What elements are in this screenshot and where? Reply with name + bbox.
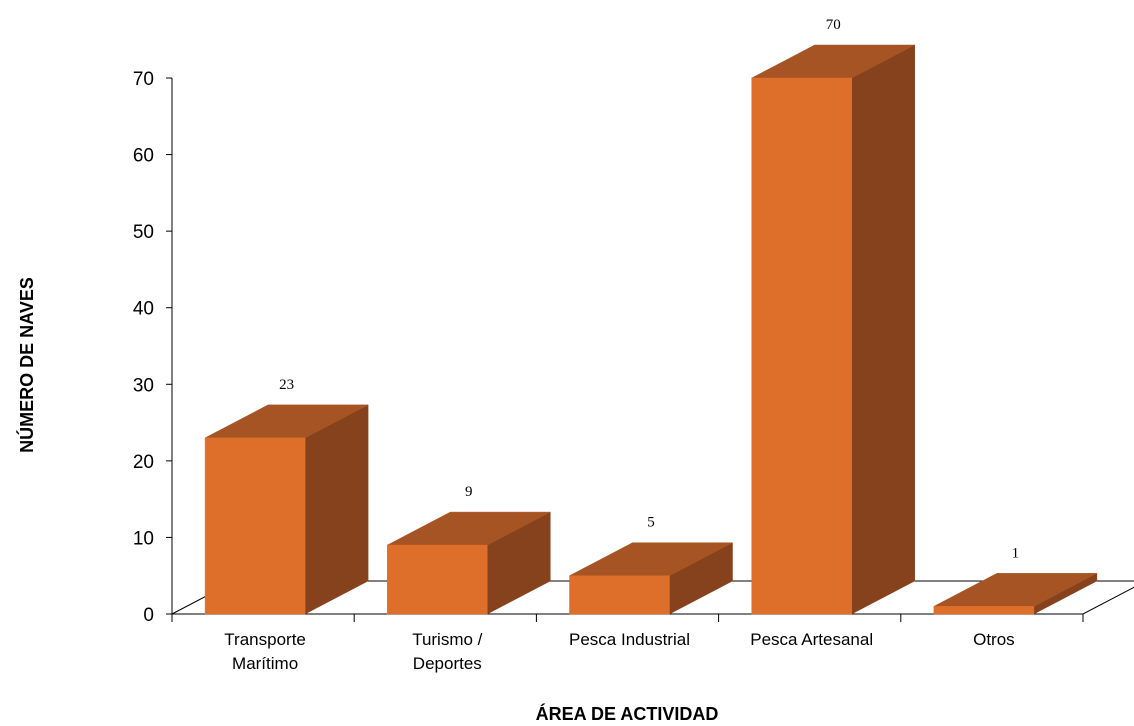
y-axis-title: NÚMERO DE NAVES (16, 277, 37, 453)
y-axis: 0 10 20 30 40 50 60 70 (133, 69, 173, 626)
bar-front-face (569, 575, 670, 615)
bar (387, 511, 551, 615)
y-tick-label: 60 (133, 146, 154, 167)
bar-front-face (751, 77, 852, 615)
bar (569, 542, 733, 615)
bar-front-face (387, 544, 488, 615)
x-tick-label: Transporte Marítimo (224, 630, 306, 673)
bar-front-face (204, 437, 306, 615)
data-label: 5 (647, 515, 655, 531)
y-tick-label: 30 (133, 375, 154, 396)
data-label: 9 (465, 484, 473, 500)
data-label: 1 (1012, 545, 1020, 561)
y-tick-label: 0 (143, 605, 154, 626)
y-tick-label: 10 (133, 528, 154, 549)
y-tick-label: 50 (133, 222, 154, 243)
bar-side-face (851, 44, 915, 615)
bars (204, 44, 1098, 615)
bar-side-face (304, 404, 369, 615)
y-tick-label: 40 (133, 299, 154, 320)
y-tick-label: 20 (133, 452, 154, 473)
y-tick-label: 70 (133, 69, 154, 90)
x-tick-label: Otros (973, 630, 1015, 649)
x-tick-label: Pesca Artesanal (750, 630, 873, 649)
x-axis-title: ÁREA DE ACTIVIDAD (536, 703, 719, 724)
data-label: 70 (826, 17, 841, 33)
x-tick-label: Turismo / Deportes (412, 630, 482, 673)
bar (751, 44, 915, 615)
bar (933, 572, 1098, 615)
bar-front-face (933, 606, 1035, 615)
x-axis: Transporte Marítimo Turismo / Deportes Pesca… (171, 614, 1084, 673)
data-label: 23 (279, 377, 294, 393)
bar (204, 404, 369, 615)
x-tick-label: Pesca Industrial (569, 630, 690, 649)
data-labels: 23 9 5 70 1 (279, 17, 1019, 561)
